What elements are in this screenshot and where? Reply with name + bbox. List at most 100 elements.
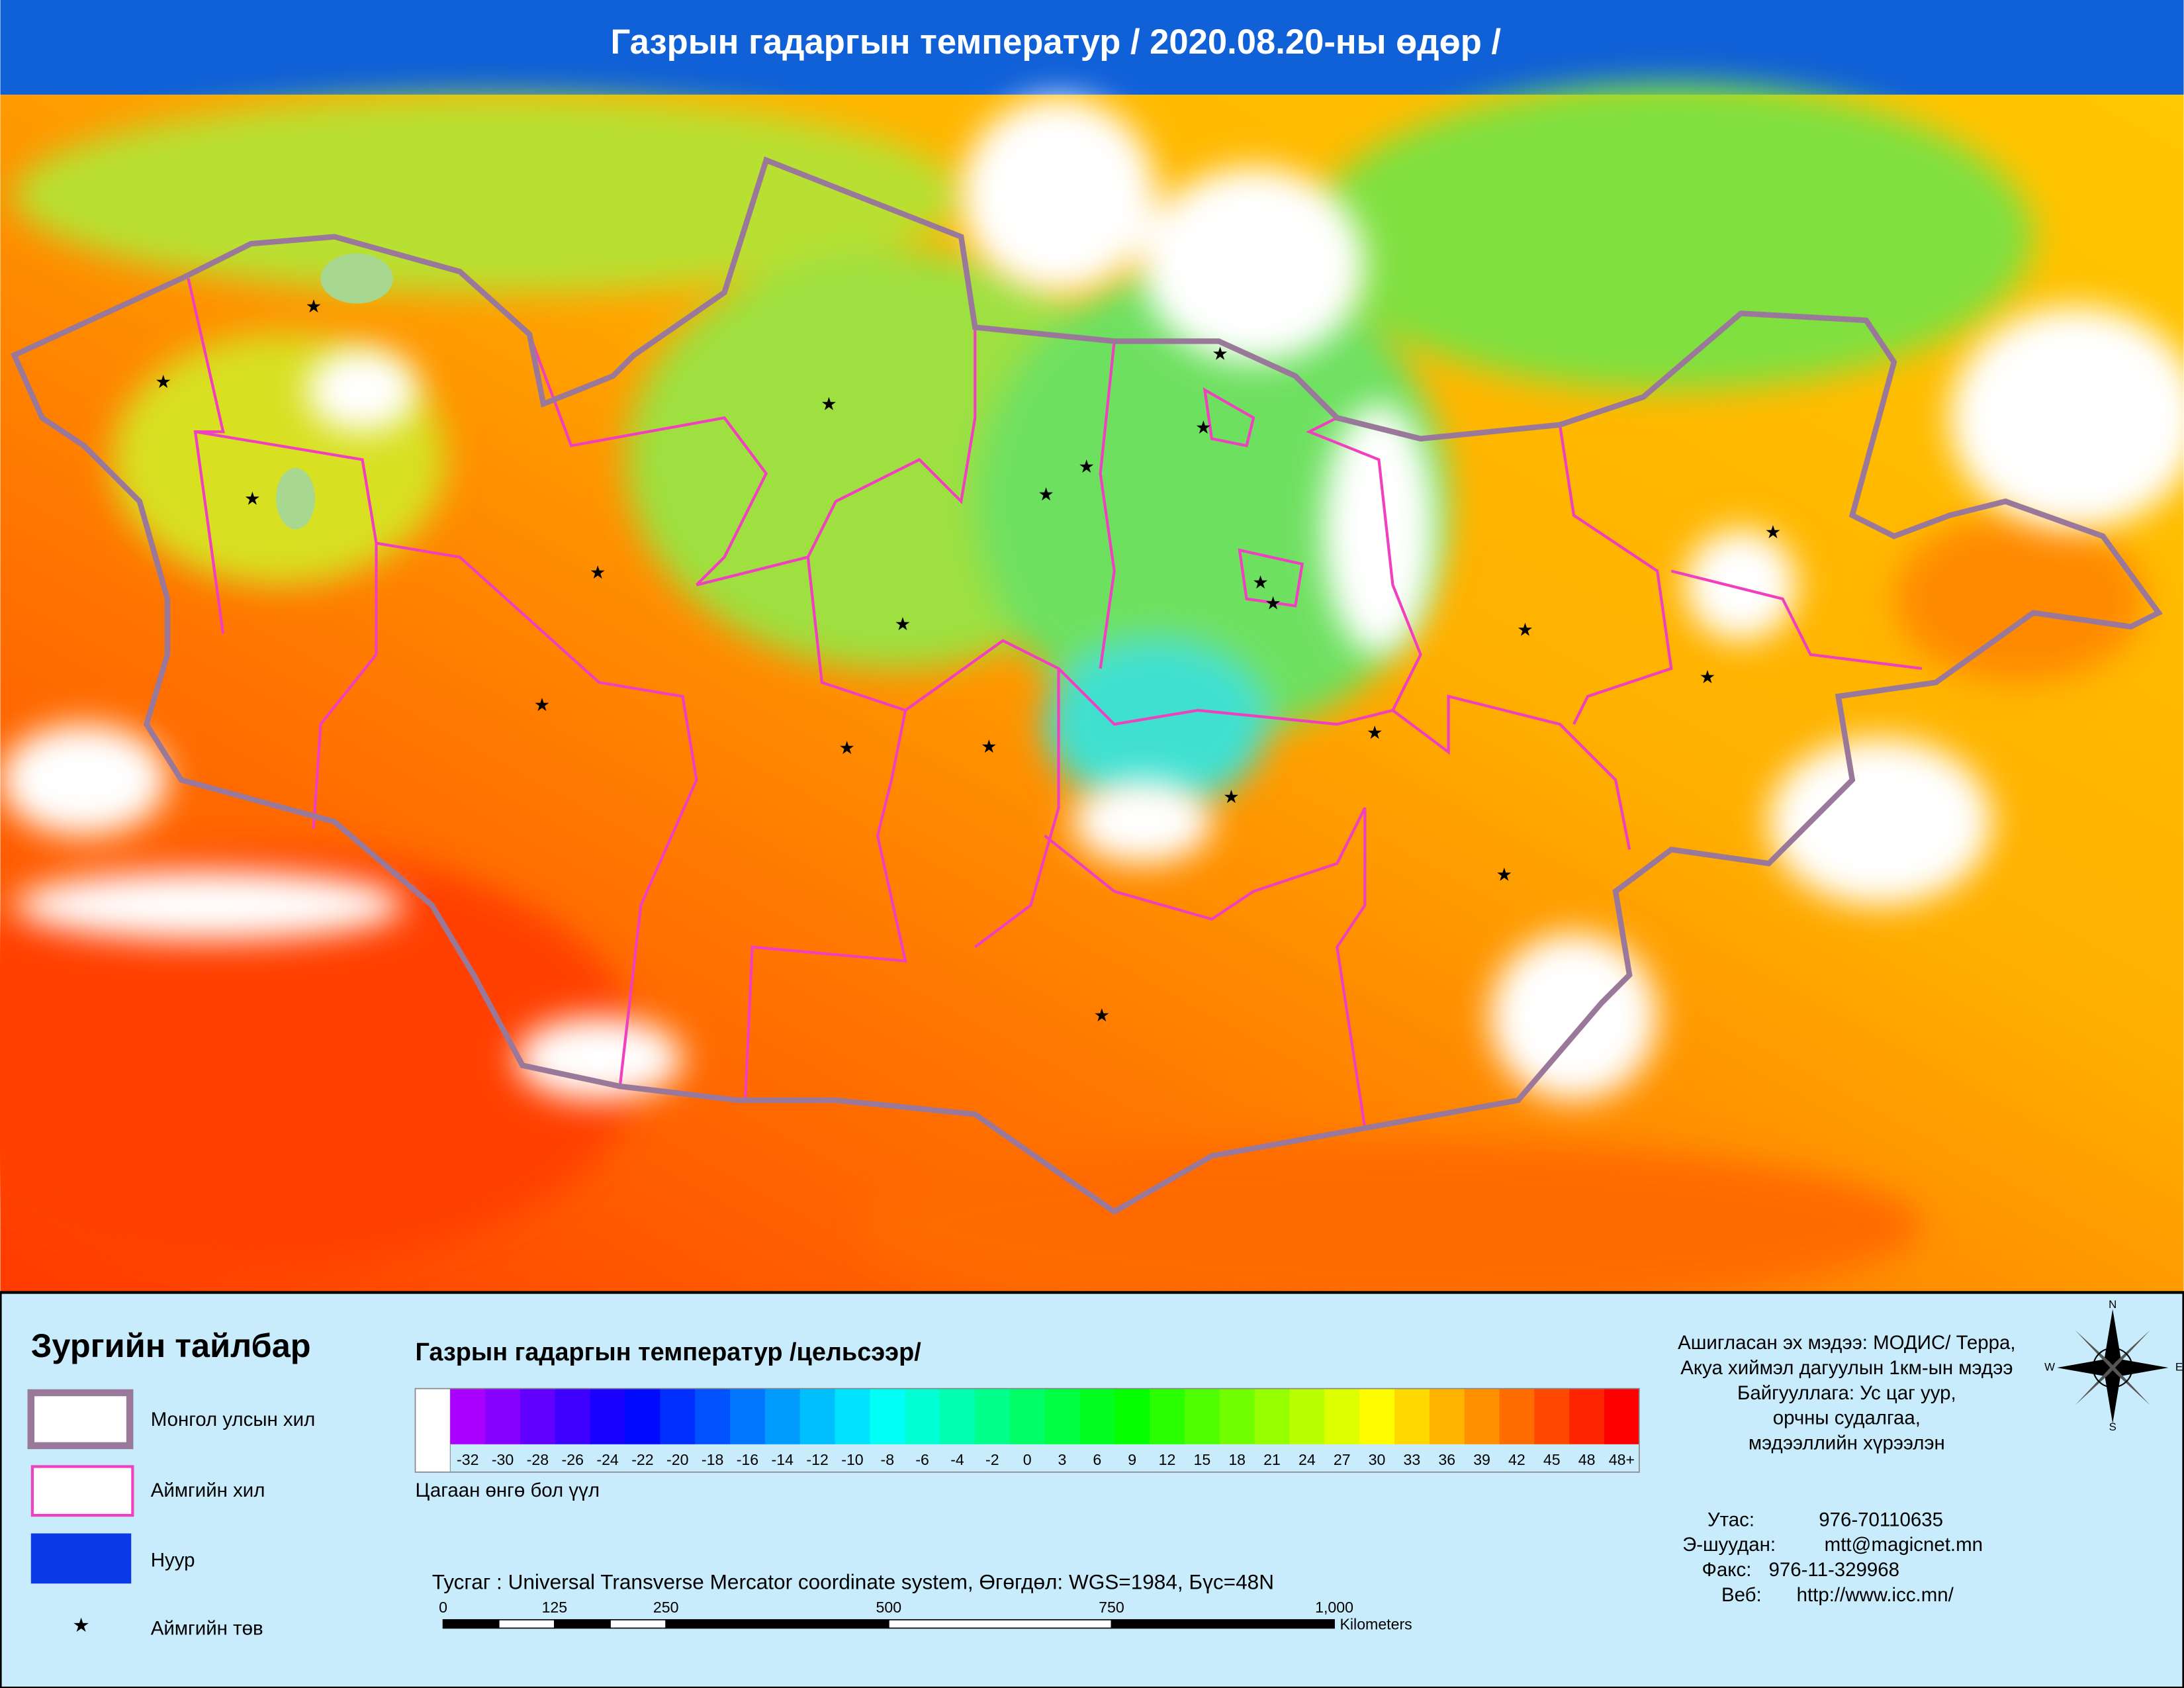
color-cell bbox=[870, 1388, 905, 1444]
scale-tick: 0 bbox=[439, 1599, 447, 1616]
scale-label: 30 bbox=[1369, 1451, 1386, 1468]
scale-label: -14 bbox=[772, 1451, 794, 1468]
aimag-center: ★ bbox=[1038, 484, 1054, 504]
scale-label: 18 bbox=[1228, 1451, 1246, 1468]
contact-label: Факс: bbox=[1702, 1559, 1752, 1581]
scale-label: -8 bbox=[881, 1451, 895, 1468]
compass-e: E bbox=[2175, 1361, 2183, 1374]
color-cell bbox=[1604, 1388, 1640, 1444]
legend-item: Монгол улсын хил bbox=[151, 1409, 316, 1430]
color-bar-frame bbox=[414, 1387, 1640, 1473]
color-cell bbox=[905, 1388, 940, 1444]
scale-label: 48 bbox=[1578, 1451, 1596, 1468]
color-cell bbox=[940, 1388, 976, 1444]
contact-label: Утас: bbox=[1707, 1509, 1754, 1530]
color-cell bbox=[730, 1388, 766, 1444]
color-cell bbox=[1079, 1388, 1115, 1444]
scale-label: -24 bbox=[596, 1451, 619, 1468]
aimag-center: ★ bbox=[155, 371, 171, 392]
scale-label: 42 bbox=[1508, 1451, 1525, 1468]
scale-title: Газрын гадаргын температур /цельсээр/ bbox=[415, 1338, 921, 1366]
aimag-center: ★ bbox=[1078, 456, 1095, 477]
color-cell bbox=[660, 1388, 696, 1444]
scale-label: -6 bbox=[915, 1451, 929, 1468]
color-cell bbox=[1289, 1388, 1325, 1444]
color-cell bbox=[835, 1388, 871, 1444]
scale-segment bbox=[610, 1619, 667, 1629]
scale-segment bbox=[498, 1619, 555, 1629]
scale-label: -20 bbox=[666, 1451, 688, 1468]
scale-label: 15 bbox=[1193, 1451, 1210, 1468]
contact-value: 976-11-329968 bbox=[1769, 1559, 1900, 1581]
scale-label: -2 bbox=[985, 1451, 999, 1468]
compass: N E S W bbox=[2044, 1298, 2183, 1433]
aimag-center: ★ bbox=[1223, 786, 1240, 807]
color-cell bbox=[1499, 1388, 1535, 1444]
color-cell bbox=[1429, 1388, 1465, 1444]
compass-s: S bbox=[2109, 1421, 2116, 1433]
legend-item: Нуур bbox=[151, 1549, 195, 1571]
aimag-center: ★ bbox=[895, 614, 911, 634]
color-cell bbox=[625, 1388, 660, 1444]
color-cell bbox=[1569, 1388, 1605, 1444]
color-cell bbox=[1184, 1388, 1220, 1444]
color-cell bbox=[1394, 1388, 1430, 1444]
contact-value: 976-70110635 bbox=[1819, 1509, 1943, 1530]
color-cell bbox=[1150, 1388, 1185, 1444]
scale-tick: 1,000 bbox=[1315, 1599, 1353, 1616]
color-cell bbox=[1359, 1388, 1395, 1444]
scale-label: 6 bbox=[1093, 1451, 1101, 1468]
scale-label: 24 bbox=[1298, 1451, 1316, 1468]
aimag-center: ★ bbox=[1367, 722, 1383, 743]
color-cell bbox=[1534, 1388, 1570, 1444]
scale-label: 21 bbox=[1263, 1451, 1281, 1468]
projection: Тусгаг : Universal Transverse Mercator c… bbox=[432, 1570, 1274, 1594]
cloud-note: Цагаан өнгө бол үүл bbox=[415, 1479, 600, 1501]
scale-label: 27 bbox=[1334, 1451, 1351, 1468]
color-cell bbox=[1044, 1388, 1081, 1444]
aimag-center: ★ bbox=[1093, 1005, 1110, 1025]
source-line: орчны судалгаа, bbox=[1773, 1407, 1921, 1429]
aimag-center: ★ bbox=[1700, 667, 1716, 687]
scale-label: 3 bbox=[1058, 1451, 1067, 1468]
scale-tick: 125 bbox=[542, 1599, 568, 1616]
aimag-center: ★ bbox=[839, 737, 855, 758]
aimag-center: ★ bbox=[1212, 344, 1228, 364]
contact-label: Веб: bbox=[1721, 1584, 1762, 1606]
scale-unit: Kilometers bbox=[1340, 1615, 1412, 1632]
legend-symbol: ★ bbox=[72, 1615, 89, 1636]
legend-swatch bbox=[27, 1389, 134, 1450]
aimag-center: ★ bbox=[590, 562, 606, 583]
scale-segment bbox=[1111, 1619, 1335, 1629]
source-line: мэдээллийн хүрээлэн bbox=[1749, 1432, 1945, 1454]
title-bar bbox=[0, 0, 2184, 95]
aimag-center: ★ bbox=[821, 393, 837, 414]
color-cell bbox=[520, 1388, 556, 1444]
scale-tick: 250 bbox=[653, 1599, 679, 1616]
contact-value: mtt@magicnet.mn bbox=[1825, 1534, 1983, 1556]
aimag-center: ★ bbox=[1252, 572, 1269, 592]
color-cell bbox=[414, 1388, 451, 1473]
aimag-center: ★ bbox=[306, 296, 322, 316]
scale-label: -26 bbox=[562, 1451, 584, 1468]
map: ★★★★★★★★ ★★★★★★★★★★★★★★ bbox=[0, 83, 2184, 1309]
color-cell bbox=[485, 1388, 521, 1444]
scale-label: -32 bbox=[457, 1451, 478, 1468]
source-line: Байгууллага: Ус цаг уур, bbox=[1737, 1382, 1956, 1404]
scale-tick: 750 bbox=[1099, 1599, 1124, 1616]
scale-label: -18 bbox=[702, 1451, 723, 1468]
scale-label: -22 bbox=[631, 1451, 653, 1468]
source-line: Акуа хиймэл дагуулын 1км-ын мэдээ bbox=[1680, 1357, 2013, 1379]
contact-value: http://www.icc.mn/ bbox=[1797, 1584, 1954, 1606]
color-cell bbox=[1464, 1388, 1500, 1444]
color-cell bbox=[450, 1388, 486, 1444]
color-cell bbox=[695, 1388, 731, 1444]
color-cell bbox=[764, 1388, 801, 1444]
aimag-center: ★ bbox=[1765, 522, 1782, 542]
legend-swatch bbox=[30, 1465, 134, 1517]
scale-label: -10 bbox=[841, 1451, 863, 1468]
scale-label: 45 bbox=[1543, 1451, 1561, 1468]
aimag-center: ★ bbox=[1496, 865, 1513, 885]
